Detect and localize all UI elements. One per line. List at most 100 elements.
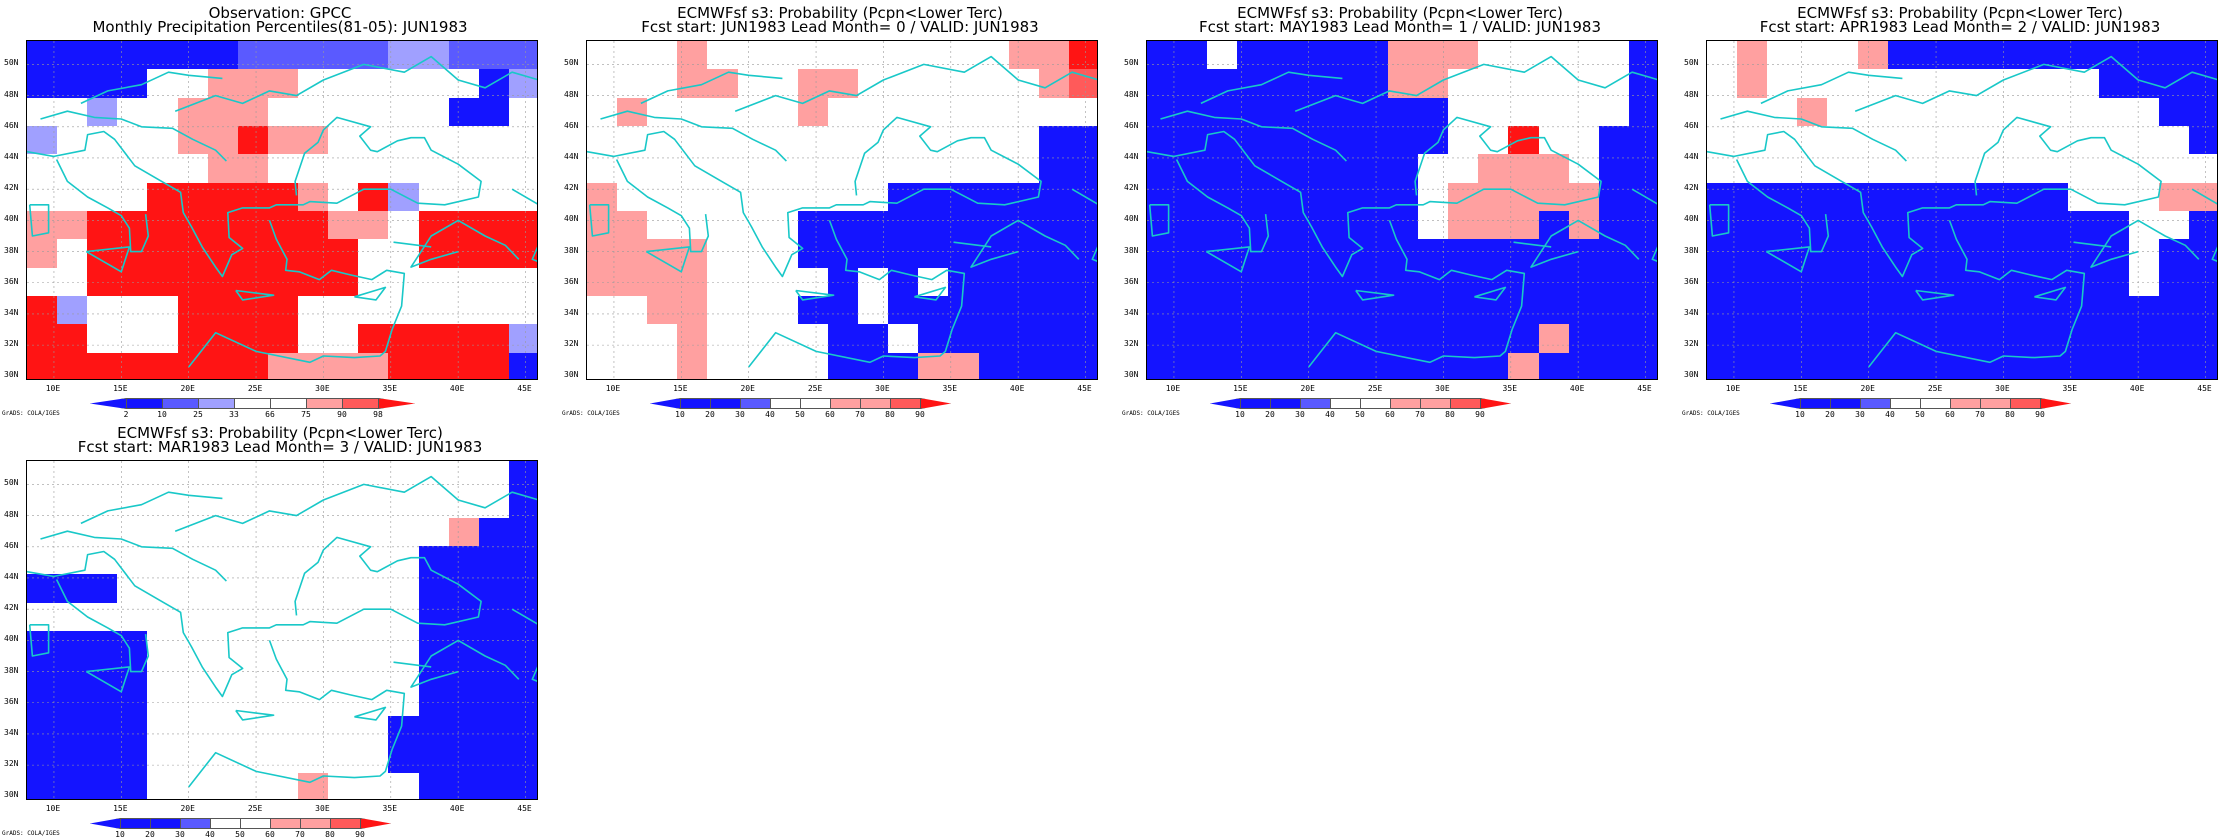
grid-cell xyxy=(1267,41,1299,70)
coastline xyxy=(1530,219,1640,268)
grid-cell xyxy=(677,296,709,325)
colorbar-swatch xyxy=(1830,398,1861,409)
coastline xyxy=(588,204,610,237)
grid-cell xyxy=(207,154,239,184)
coastline-overlay xyxy=(27,461,537,799)
colorbar-swatch xyxy=(180,818,211,829)
grid-cell xyxy=(117,97,149,127)
grid-cell xyxy=(858,239,889,269)
longitude-label: 40E xyxy=(1569,384,1585,393)
grid-cell xyxy=(948,211,980,240)
grid-cell xyxy=(918,296,949,325)
grid-cell xyxy=(87,239,118,269)
grid-cell xyxy=(1147,267,1178,297)
colorbar-tick-label: 60 xyxy=(1945,410,1955,419)
latitude-label: 32N xyxy=(1684,339,1699,349)
grid-cell xyxy=(147,296,179,325)
latitude-label: 42N xyxy=(564,183,579,193)
colorbar-tick-label: 90 xyxy=(1475,410,1485,419)
grid-cell xyxy=(587,296,618,325)
grid-cell xyxy=(1538,182,1570,212)
grid-cell xyxy=(57,211,88,240)
grid-cell xyxy=(418,296,450,325)
longitude-label: 30E xyxy=(1435,384,1450,393)
grid-cell xyxy=(117,154,149,184)
latitude-label: 42N xyxy=(4,183,19,193)
colorbar-swatch xyxy=(210,818,241,829)
grid-cell xyxy=(647,239,678,269)
colorbar-tick-label: 70 xyxy=(1975,410,1985,419)
grid-cell xyxy=(207,182,239,212)
grid-cell xyxy=(328,324,359,354)
latitude-label: 34N xyxy=(4,307,19,317)
grid-cell xyxy=(1628,97,1657,127)
grid-cell xyxy=(918,239,949,269)
grid-cell xyxy=(1448,211,1479,240)
grid-cell xyxy=(1568,267,1600,297)
grid-cell xyxy=(87,352,118,379)
colorbar-swatch xyxy=(830,398,861,409)
coastline xyxy=(640,71,783,105)
grid-cell xyxy=(587,267,618,297)
colorbar-tick-label: 90 xyxy=(2035,410,2045,419)
grid-cell xyxy=(1177,182,1208,212)
grid-cell xyxy=(677,267,709,297)
grid-cell xyxy=(948,324,980,354)
grid-cell xyxy=(797,211,829,240)
colorbar-swatch xyxy=(1920,398,1951,409)
latitude-label: 38N xyxy=(1124,245,1139,255)
grid-cell xyxy=(1478,211,1509,240)
panel-title-line1: ECMWFsf s3: Probability (Pcpn<Lower Terc… xyxy=(1237,4,1563,22)
colorbar-tick-label: 80 xyxy=(885,410,895,419)
grid-cell xyxy=(1207,267,1238,297)
grid-cell xyxy=(1267,267,1299,297)
latitude-label: 38N xyxy=(4,245,19,255)
grid-cell xyxy=(27,126,58,155)
grid-cell xyxy=(147,239,179,269)
grid-cell xyxy=(707,211,739,240)
grid-cell xyxy=(707,154,739,184)
grid-cell xyxy=(1297,97,1329,127)
latitude-label: 36N xyxy=(564,276,579,286)
latitude-label: 44N xyxy=(4,571,19,581)
colorbar-tick-label: 70 xyxy=(855,410,865,419)
grid-cell xyxy=(1357,154,1389,184)
grid-cell xyxy=(827,267,859,297)
coastline xyxy=(80,491,223,525)
grid-cell xyxy=(57,352,88,379)
grid-cell xyxy=(1327,154,1359,184)
grid-cell xyxy=(1448,239,1479,269)
grid-cell xyxy=(358,69,389,99)
colorbar-tick-label: 70 xyxy=(295,830,305,839)
coastline xyxy=(2191,188,2217,205)
grid-cell xyxy=(1598,182,1630,212)
colorbar-swatch xyxy=(770,398,801,409)
colorbar-swatch xyxy=(1770,398,1801,409)
map-panel-lead-2: ECMWFsf s3: Probability (Pcpn<Lower Terc… xyxy=(1680,0,2240,420)
grid-cell xyxy=(737,97,769,127)
grid-cell xyxy=(587,97,618,127)
grid-cell xyxy=(1387,154,1419,184)
grid-cell xyxy=(147,41,179,70)
colorbar-tick-label: 90 xyxy=(337,410,347,419)
grid-cell xyxy=(1418,239,1449,269)
grid-cell xyxy=(647,41,678,70)
grid-cell xyxy=(737,154,769,184)
grid-cell xyxy=(1357,296,1389,325)
grid-cell xyxy=(147,97,179,127)
grid-cell xyxy=(1508,97,1540,127)
grid-cell xyxy=(1598,126,1630,155)
latitude-label: 44N xyxy=(1124,151,1139,161)
grid-cell xyxy=(508,97,537,127)
grid-cell xyxy=(1068,211,1097,240)
grid-cell xyxy=(418,97,450,127)
grid-cell xyxy=(858,69,889,99)
grid-cell xyxy=(207,296,239,325)
grid-cell xyxy=(267,296,299,325)
longitude-label: 10E xyxy=(1725,384,1741,393)
longitude-label: 10E xyxy=(605,384,621,393)
grid-cell xyxy=(767,154,799,184)
grid-cell xyxy=(617,324,648,354)
map-grid xyxy=(1706,40,2218,380)
grid-cell xyxy=(237,154,269,184)
